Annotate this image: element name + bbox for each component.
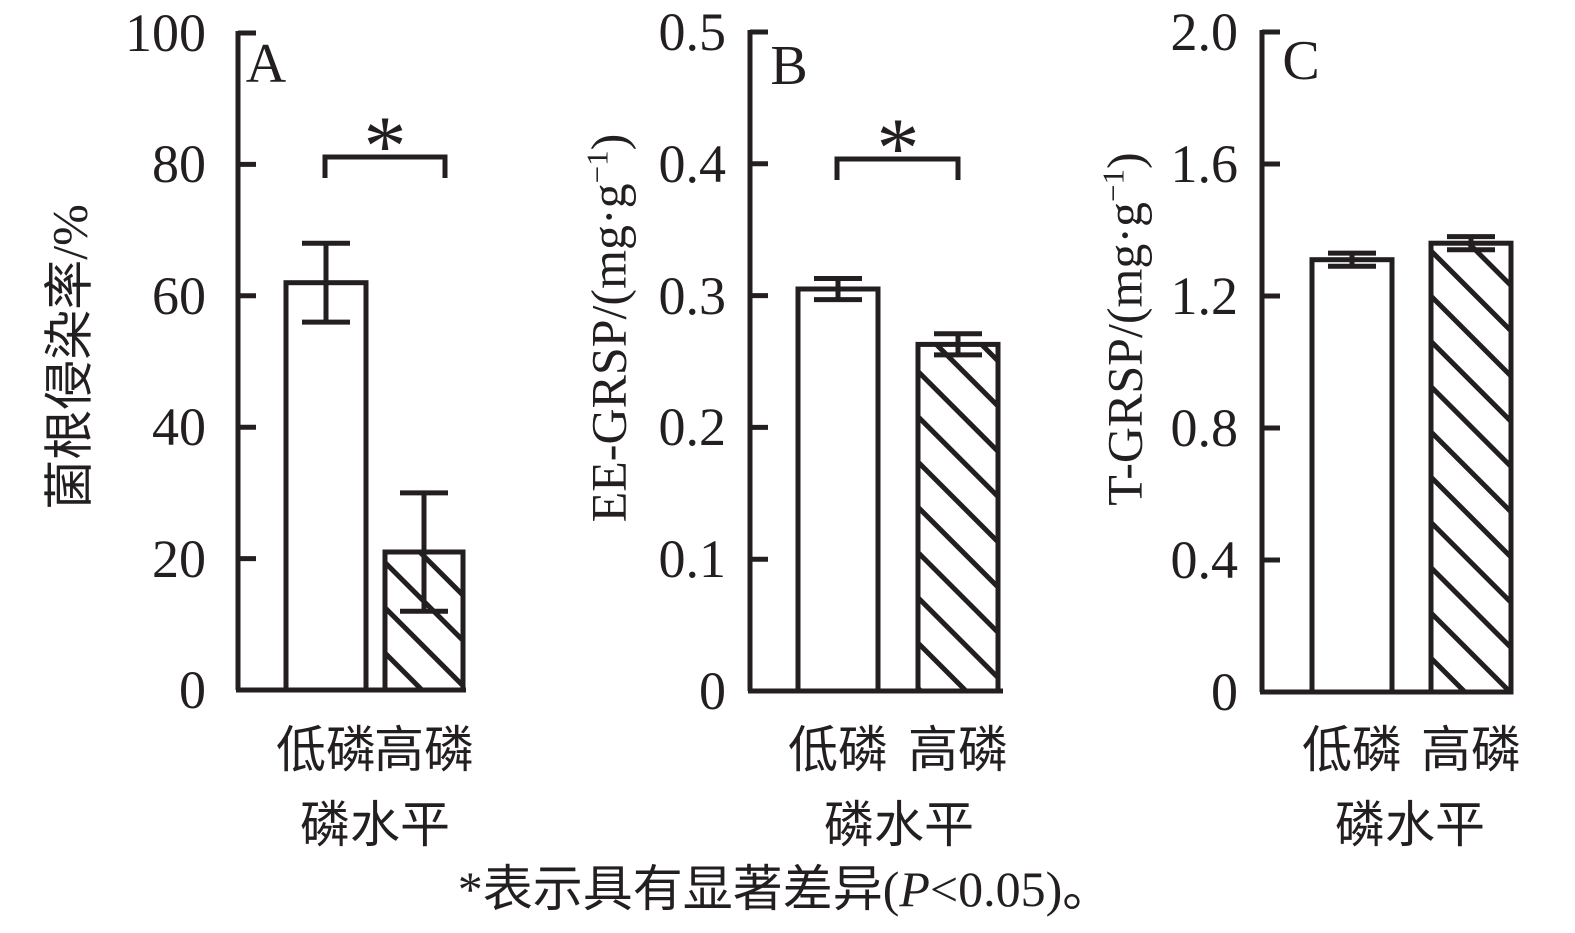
y-tick-label: 60: [152, 266, 206, 326]
significance-asterisk: *: [363, 98, 407, 194]
y-tick-label: 0.1: [658, 529, 727, 589]
y-tick-label: 100: [125, 3, 206, 63]
x-category-label: 高磷: [1421, 722, 1521, 778]
x-axis-title-c: 磷水平: [1335, 797, 1485, 853]
y-tick-label: 2.0: [1170, 2, 1239, 62]
y-tick-label: 0.4: [1170, 530, 1239, 590]
panel-letter-c: C: [1282, 30, 1320, 92]
x-axis-title-a: 磷水平: [300, 797, 450, 853]
caption-post: <0.05)。: [929, 861, 1113, 917]
x-category-label: 低磷: [276, 722, 376, 778]
y-tick-label: 80: [152, 134, 206, 194]
y-tick-label: 0.4: [658, 134, 727, 194]
caption-italic-p: P: [899, 861, 930, 917]
y-axis-label-c-text: T-GRSP/(mg·g: [1096, 201, 1153, 506]
panel-letter-b: B: [770, 35, 808, 97]
y-tick-label: 1.2: [1170, 266, 1239, 326]
y-axis-label-a-text: 菌根侵染率/%: [41, 204, 98, 510]
panel-letter-a: A: [245, 33, 287, 95]
y-tick-label: 40: [152, 397, 206, 457]
y-tick-label: 0: [179, 660, 206, 720]
figure-caption: *表示具有显著差异(P<0.05)。: [385, 858, 1185, 920]
y-tick-label: 0.8: [1170, 398, 1239, 458]
x-category-label: 低磷: [1302, 722, 1402, 778]
y-tick-label: 0.3: [658, 266, 727, 326]
significance-asterisk: *: [876, 100, 920, 196]
y-axis-label-b: EE-GRSP/(mg·g−1): [571, 134, 637, 523]
x-category-label: 低磷: [788, 722, 888, 778]
y-tick-label: 0.2: [658, 397, 727, 457]
y-tick-label: 0: [1211, 662, 1238, 722]
y-axis-label-a: 菌根侵染率/%: [32, 204, 97, 510]
y-axis-label-b-text: EE-GRSP/(mg·g: [580, 183, 637, 523]
y-tick-label: 0: [699, 661, 726, 721]
y-tick-label: 0.5: [658, 2, 727, 62]
caption-pre: *表示具有显著差异(: [457, 861, 900, 917]
x-category-label: 高磷: [374, 722, 474, 778]
y-tick-label: 20: [152, 529, 206, 589]
x-axis-title-b: 磷水平: [824, 797, 974, 853]
y-tick-label: 1.6: [1170, 134, 1239, 194]
x-category-label: 高磷: [908, 722, 1008, 778]
